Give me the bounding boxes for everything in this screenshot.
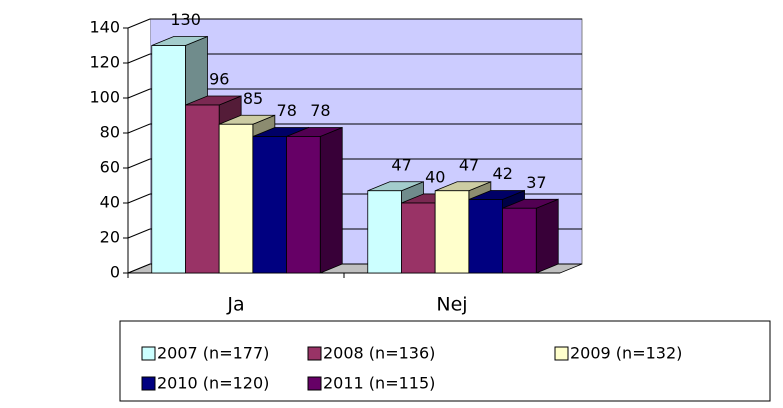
legend-swatch (554, 346, 569, 361)
legend-label: 2007 (n=177) (157, 344, 269, 363)
y-tick-label: 100 (89, 88, 120, 107)
legend-label: 2009 (n=132) (570, 344, 682, 363)
side-wall (128, 19, 150, 273)
grid-line (127, 18, 151, 29)
x-tick-label: Ja (226, 294, 244, 316)
y-tick-label: 120 (89, 53, 120, 72)
y-tick-label: 140 (89, 18, 120, 37)
legend-swatch (141, 376, 156, 391)
y-tick-label: 20 (100, 228, 120, 247)
bar (286, 136, 321, 274)
grid-line (127, 193, 151, 204)
data-label: 96 (209, 70, 229, 89)
grid-line (127, 228, 151, 239)
data-label: 47 (459, 155, 479, 174)
y-tick-label: 80 (100, 123, 120, 142)
data-label: 40 (425, 168, 445, 187)
x-tick-label: Nej (436, 294, 467, 316)
legend-swatch (307, 376, 322, 391)
data-label: 42 (493, 164, 513, 183)
bar (151, 45, 186, 274)
y-tick-label: 40 (100, 193, 120, 212)
data-label: 78 (277, 101, 297, 120)
bar (367, 190, 402, 274)
data-label: 78 (310, 101, 330, 120)
data-label: 37 (526, 173, 546, 192)
grid-line (127, 88, 151, 99)
bar (468, 199, 503, 274)
legend-swatch (141, 346, 156, 361)
grid-line (127, 263, 151, 274)
legend-box (119, 320, 771, 402)
y-tick-label: 60 (100, 158, 120, 177)
bar (218, 123, 254, 274)
bar (401, 202, 436, 274)
grid-line (127, 53, 151, 64)
data-label: 47 (391, 155, 411, 174)
legend-swatch (307, 346, 322, 361)
legend-label: 2010 (n=120) (157, 374, 269, 393)
grid-line (127, 123, 151, 134)
bar (434, 190, 470, 274)
data-label: 130 (170, 10, 201, 29)
grid-line (127, 158, 151, 169)
y-tick-label: 0 (110, 263, 120, 282)
legend-label: 2008 (n=136) (323, 344, 435, 363)
legend-label: 2011 (n=115) (323, 374, 435, 393)
bar (252, 136, 287, 274)
bar-side (535, 198, 559, 274)
bar-side (319, 126, 343, 274)
bar (185, 104, 220, 274)
bar (502, 207, 537, 274)
data-label: 85 (243, 89, 263, 108)
